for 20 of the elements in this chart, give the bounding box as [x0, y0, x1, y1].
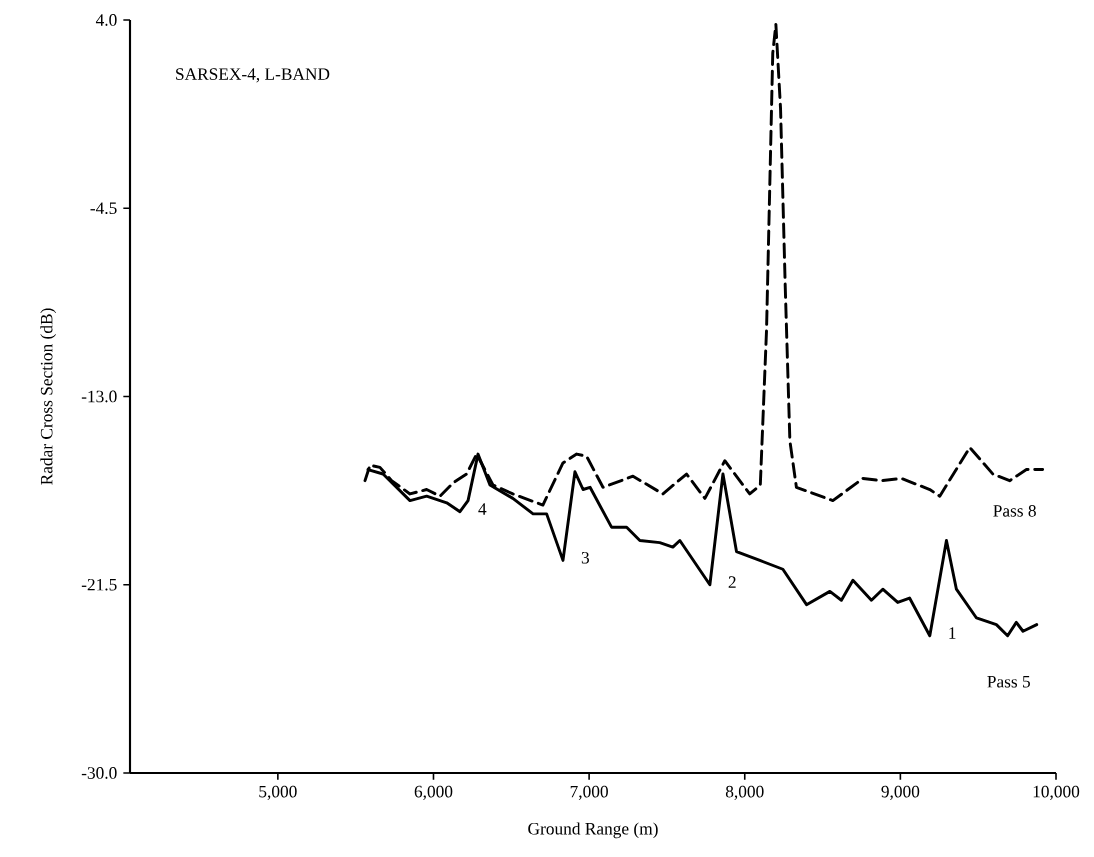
x-tick-label: 9,000 [881, 785, 920, 800]
x-axis-title: Ground Range (m) [528, 822, 658, 839]
y-tick-label: -13.0 [81, 390, 117, 403]
annotation: 3 [581, 551, 589, 564]
x-tick-label: 10,000 [1033, 785, 1080, 800]
x-tick-label: 6,000 [414, 785, 453, 800]
y-tick-label: -21.5 [81, 578, 117, 591]
series-label: Pass 8 [993, 504, 1036, 517]
x-tick-label: 7,000 [570, 785, 608, 800]
text: SARSEX-4, L-BAND [176, 68, 330, 83]
y-tick-label: -30.0 [81, 767, 117, 779]
annotation: 4 [478, 503, 487, 515]
annotation: 2 [728, 576, 736, 588]
y-tick-label: 4.0 [95, 14, 117, 26]
text: Pass 5 [987, 675, 1030, 688]
x-tick-label: 8,000 [725, 785, 764, 800]
annotation: 1 [949, 627, 956, 639]
y-axis-title: Radar Cross Section (dB) [40, 308, 57, 485]
y-tick-label: -4.5 [90, 202, 117, 215]
x-tick-label: 5,000 [259, 785, 297, 800]
